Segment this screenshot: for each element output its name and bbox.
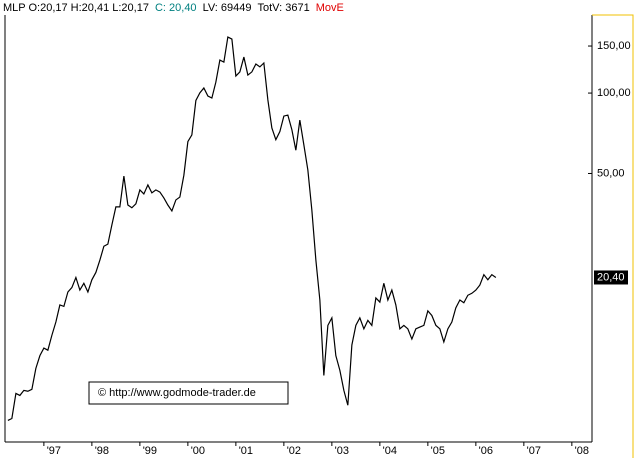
- x-tick-label: '08: [575, 445, 589, 457]
- y-tick-label: 150,00: [597, 40, 631, 52]
- header-item: LV: 69449: [203, 2, 252, 14]
- last-price-box: [594, 270, 628, 285]
- last-price-label: 20,40: [597, 271, 625, 283]
- header-item: TotV: 3671: [258, 2, 310, 14]
- x-tick-label: '01: [239, 445, 253, 457]
- panel-border: [592, 14, 634, 458]
- header-item: MLP O:20,17 H:20,41 L:20,17: [3, 2, 149, 14]
- x-tick-label: '00: [191, 445, 205, 457]
- watermark: © http://www.godmode-trader.de: [98, 387, 256, 399]
- x-tick-label: '07: [527, 445, 541, 457]
- x-tick-label: '04: [383, 445, 397, 457]
- y-tick-label: 100,00: [597, 87, 631, 99]
- x-tick-label: '03: [335, 445, 349, 457]
- header-item: MovE: [316, 2, 344, 14]
- x-tick-label: '02: [287, 445, 301, 457]
- x-tick-label: '97: [47, 445, 61, 457]
- price-line: [7, 36, 497, 421]
- header-item: C: 20,40: [155, 2, 197, 14]
- watermark-box: [88, 381, 289, 405]
- x-tick-label: '06: [479, 445, 493, 457]
- x-tick-label: '98: [95, 445, 109, 457]
- header: MLP O:20,17 H:20,41 L:20,17 C: 20,40 LV: 6…: [3, 2, 344, 14]
- x-tick-label: '99: [143, 445, 157, 457]
- y-tick-label: 50,00: [597, 167, 625, 179]
- x-tick-label: '05: [431, 445, 445, 457]
